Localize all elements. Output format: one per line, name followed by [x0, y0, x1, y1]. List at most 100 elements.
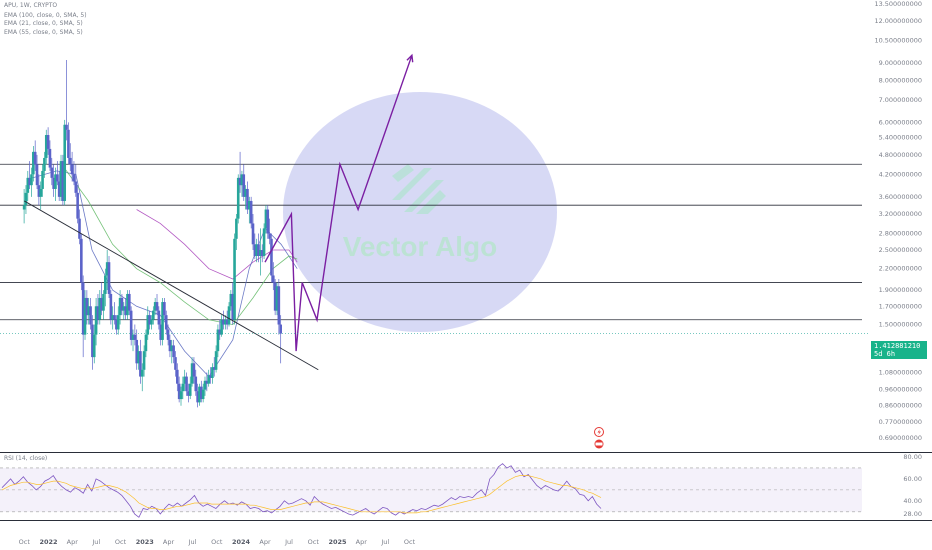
- ema-lines: [32, 167, 298, 378]
- bar-countdown: 5d 6h: [874, 350, 896, 358]
- candle-body: [85, 297, 89, 316]
- indicator-legend-ema100[interactable]: EMA (100, close, 0, SMA, 5): [4, 12, 87, 19]
- candle-body: [264, 209, 268, 229]
- candle-body: [128, 293, 131, 311]
- candle-body: [163, 302, 166, 316]
- time-tick-label: Oct: [115, 538, 127, 546]
- candle-body: [159, 324, 163, 340]
- candle-body: [196, 391, 199, 403]
- candle-body: [212, 367, 216, 370]
- price-tick-label: 2.800000000: [879, 229, 922, 237]
- time-tick-label: Oct: [308, 538, 320, 546]
- price-tick-label: 5.400000000: [879, 134, 922, 142]
- indicator-legend-ema21[interactable]: EMA (21, close, 0, SMA, 5): [4, 20, 83, 27]
- candle-body: [104, 275, 107, 294]
- time-tick-label: Jul: [284, 538, 293, 546]
- time-tick-label: Oct: [211, 538, 223, 546]
- candle-body: [262, 228, 266, 256]
- candle-body: [164, 315, 168, 330]
- rsi-tick-label: 60.00: [903, 475, 922, 483]
- candle-body: [194, 376, 198, 392]
- candle-body: [68, 157, 72, 165]
- candle-body: [33, 151, 37, 165]
- candle-body: [192, 363, 196, 377]
- price-tick-label: 0.860000000: [879, 402, 922, 410]
- price-axis[interactable]: 15.50000000013.50000000012.00000000010.5…: [874, 0, 922, 442]
- time-tick-label: 2023: [136, 538, 154, 546]
- candle-body: [37, 185, 41, 197]
- indicator-legend-ema55[interactable]: EMA (55, close, 0, SMA, 5): [4, 29, 83, 36]
- candle-body: [146, 315, 150, 335]
- candle-body: [50, 167, 54, 178]
- candle-body: [279, 324, 282, 334]
- time-tick-label: Jul: [188, 538, 197, 546]
- event-icons[interactable]: [594, 427, 604, 449]
- candle-body: [105, 262, 109, 276]
- projection-arrowhead: [406, 53, 414, 63]
- candle-body: [172, 345, 175, 358]
- candle-body: [152, 310, 155, 320]
- rsi-tick-label: 28.00: [903, 510, 922, 518]
- time-tick-label: Apr: [163, 538, 175, 546]
- candle-body: [46, 135, 50, 149]
- candle-body: [59, 161, 63, 197]
- symbol-title[interactable]: APU, 1W, CRYPTO: [4, 2, 58, 9]
- candle-body: [249, 200, 253, 224]
- candle-body: [56, 174, 59, 182]
- candle-body: [67, 129, 70, 158]
- candle-body: [126, 293, 129, 316]
- candle-body: [39, 188, 43, 197]
- rsi-axis[interactable]: 80.00 60.00 40.00 28.00: [903, 453, 922, 518]
- candle-body: [113, 315, 116, 320]
- price-tick-label: 1.080000000: [879, 368, 922, 376]
- candle-body: [120, 297, 124, 311]
- candle-body: [78, 218, 81, 239]
- candle-body: [255, 244, 258, 256]
- price-tick-label: 0.960000000: [879, 386, 922, 394]
- price-tick-label: 10.500000000: [874, 37, 922, 45]
- candle-body: [155, 302, 159, 311]
- time-tick-label: Apr: [356, 538, 368, 546]
- candle-body: [74, 181, 78, 193]
- ema-line-2: [63, 167, 298, 326]
- watermark-logo-icon: [392, 164, 446, 214]
- candle-body: [244, 188, 247, 197]
- candle-body: [176, 369, 179, 384]
- price-tick-label: 4.200000000: [879, 170, 922, 178]
- rsi-tick-label: 40.00: [903, 497, 922, 505]
- candle-body: [133, 334, 137, 340]
- projection-line[interactable]: [264, 55, 413, 352]
- candle-body: [116, 315, 120, 330]
- candle-body: [89, 306, 92, 325]
- price-tick-label: 1.500000000: [879, 321, 922, 329]
- candle-body: [224, 319, 227, 325]
- candle-body: [150, 319, 153, 325]
- price-tick-label: 2.500000000: [879, 246, 922, 254]
- rsi-legend[interactable]: RSI (14, close): [4, 455, 48, 462]
- candle-body: [268, 233, 271, 239]
- time-axis[interactable]: Oct 2022 Apr Jul Oct 2023 Apr Jul Oct 2024 Apr Jul O…: [19, 538, 416, 546]
- candle-body: [188, 383, 192, 396]
- candle-body: [177, 383, 181, 400]
- candle-body: [142, 351, 146, 370]
- time-tick-label: Apr: [259, 538, 271, 546]
- candle-body: [259, 250, 262, 256]
- candle-body: [222, 319, 225, 325]
- candle-body: [273, 282, 277, 311]
- candle-body: [198, 386, 201, 403]
- lightning-glyph-icon: [597, 429, 601, 436]
- candle-body: [190, 363, 194, 384]
- price-tick-label: 0.690000000: [879, 434, 922, 442]
- candle-body: [240, 174, 244, 186]
- trendline-segment[interactable]: [24, 200, 319, 371]
- candle-body: [94, 306, 98, 335]
- price-tick-label: 6.000000000: [879, 118, 922, 126]
- projection-path[interactable]: [264, 53, 414, 352]
- candle-body: [233, 238, 236, 320]
- candle-body: [181, 383, 185, 392]
- candle-body: [70, 164, 74, 175]
- candle-body: [153, 302, 157, 311]
- candle-body: [227, 306, 231, 325]
- trendline[interactable]: [24, 200, 319, 371]
